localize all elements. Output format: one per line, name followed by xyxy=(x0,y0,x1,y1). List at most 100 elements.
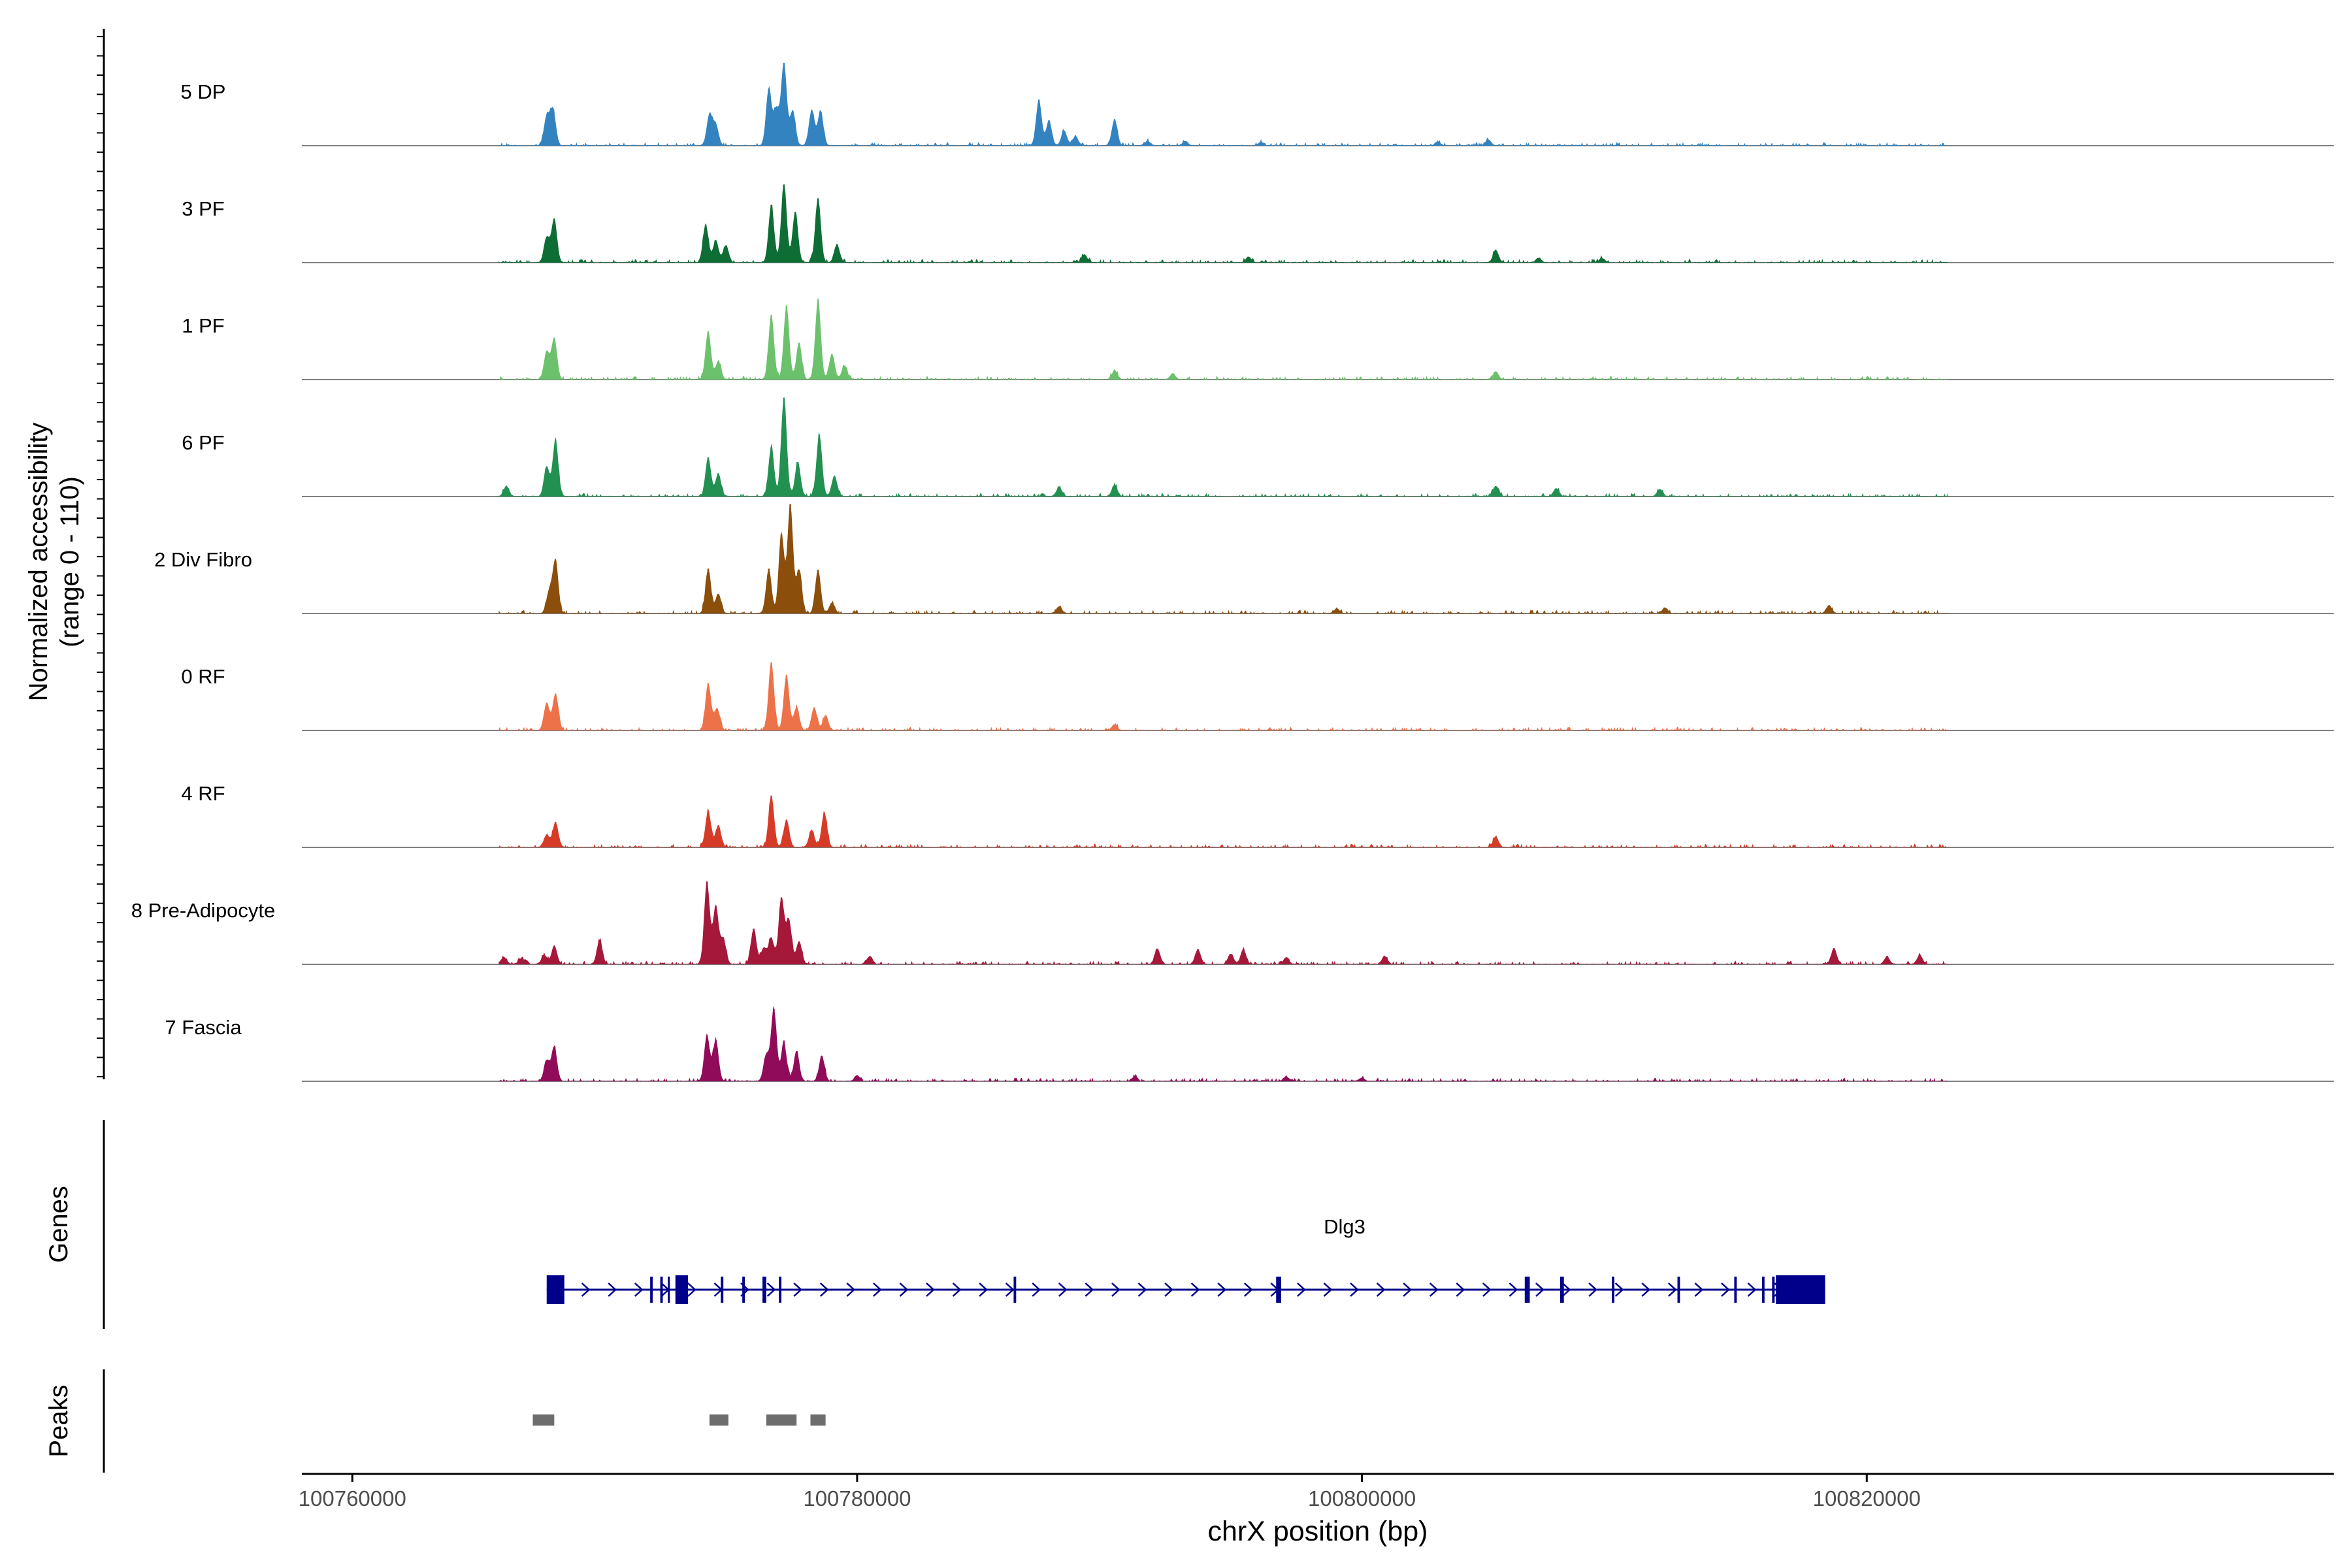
strand-arrow-icon xyxy=(1243,1282,1253,1297)
strand-arrow-icon xyxy=(1588,1282,1597,1297)
gene-exon xyxy=(779,1277,782,1303)
gene-name-label: Dlg3 xyxy=(1324,1215,1365,1238)
track-label: 1 PF xyxy=(182,314,224,337)
strand-arrow-icon xyxy=(687,1282,696,1297)
y-axis-title-line-1: Normalized accessibility xyxy=(24,423,53,702)
strand-arrow-icon xyxy=(872,1282,882,1297)
strand-arrow-icon xyxy=(1111,1282,1120,1297)
track-4-rf: 4 RF xyxy=(181,782,2334,848)
gene-exon xyxy=(1776,1275,1825,1304)
strand-arrow-icon xyxy=(952,1282,962,1297)
strand-arrow-icon xyxy=(846,1282,856,1297)
strand-arrow-icon xyxy=(1561,1282,1571,1297)
strand-arrow-icon xyxy=(1535,1282,1544,1297)
track-3-pf: 3 PF xyxy=(182,184,2334,263)
peak-region xyxy=(766,1414,797,1426)
gene-exon xyxy=(1612,1277,1614,1303)
gene-exon xyxy=(1677,1277,1680,1303)
gene-exon xyxy=(1276,1277,1281,1303)
accessibility-y-axis xyxy=(97,29,105,1079)
accessibility-tracks: 5 DP 3 PF 1 PF 6 PF 2 Div Fibro 0 RF 4 RF 8 Pre… xyxy=(131,62,2334,1082)
strand-arrow-icon xyxy=(1694,1282,1704,1297)
strand-arrow-icon xyxy=(1032,1282,1041,1297)
gene-exon xyxy=(1560,1277,1564,1303)
track-label: 6 PF xyxy=(182,431,224,454)
strand-arrow-icon xyxy=(1509,1282,1518,1297)
peaks-panel-title: Peaks xyxy=(44,1384,73,1457)
strand-arrow-icon xyxy=(608,1282,617,1297)
strand-arrow-icon xyxy=(1721,1282,1730,1297)
strand-arrow-icon xyxy=(1217,1282,1227,1297)
accessibility-area xyxy=(498,795,1948,847)
gene-exon xyxy=(762,1277,766,1303)
track-label: 8 Pre-Adipocyte xyxy=(131,899,276,922)
strand-arrow-icon xyxy=(1667,1282,1677,1297)
gene-exon xyxy=(1772,1277,1775,1303)
accessibility-area xyxy=(498,504,1948,613)
strand-arrow-icon xyxy=(1747,1282,1757,1297)
strand-arrow-icon xyxy=(1403,1282,1413,1297)
strand-arrow-icon xyxy=(1482,1282,1492,1297)
x-tick-label: 100820000 xyxy=(1813,1486,1921,1511)
gene-exon xyxy=(668,1277,670,1303)
strand-arrow-icon xyxy=(1323,1282,1333,1297)
strand-arrow-icon xyxy=(581,1282,591,1297)
peak-region xyxy=(709,1414,728,1426)
x-tick-label: 100800000 xyxy=(1308,1486,1416,1511)
strand-arrow-icon xyxy=(1456,1282,1465,1297)
accessibility-area xyxy=(498,399,1948,497)
accessibility-area xyxy=(498,662,1948,730)
track-label: 0 RF xyxy=(181,665,225,688)
x-tick-label: 100760000 xyxy=(299,1486,406,1511)
track-label: 5 DP xyxy=(181,80,226,103)
track-label: 7 Fascia xyxy=(165,1016,242,1039)
peak-region xyxy=(532,1414,555,1426)
strand-arrow-icon xyxy=(1137,1282,1147,1297)
y-axis-title-line-2: (range 0 - 110) xyxy=(56,476,84,647)
x-axis-title: chrX position (bp) xyxy=(1208,1516,1428,1547)
x-axis-ticks: 100760000 100780000 100800000 100820000 xyxy=(299,1474,1921,1511)
accessibility-y-ticks xyxy=(97,36,104,1077)
gene-exon xyxy=(1013,1277,1017,1303)
strand-arrow-icon xyxy=(793,1282,803,1297)
accessibility-area xyxy=(498,297,1948,380)
track-label: 4 RF xyxy=(181,782,225,805)
strand-arrow-icon xyxy=(819,1282,829,1297)
track-8-pre-adipocyte: 8 Pre-Adipocyte xyxy=(131,881,2334,965)
strand-arrow-icon xyxy=(1350,1282,1359,1297)
gene-exon xyxy=(742,1277,745,1303)
track-0-rf: 0 RF xyxy=(181,662,2334,731)
track-6-pf: 6 PF xyxy=(182,397,2334,497)
strand-arrow-icon xyxy=(926,1282,935,1297)
strand-arrow-icon xyxy=(1164,1282,1173,1297)
track-label: 3 PF xyxy=(182,197,224,220)
x-tick-label: 100780000 xyxy=(803,1486,911,1511)
strand-arrow-icon xyxy=(899,1282,909,1297)
gene-exon xyxy=(1734,1277,1737,1303)
strand-arrow-icon xyxy=(1641,1282,1651,1297)
genes-panel-title: Genes xyxy=(44,1186,73,1263)
strand-arrow-icon xyxy=(634,1282,644,1297)
track-7-fascia: 7 Fascia xyxy=(165,1005,2334,1082)
gene-model-dlg3 xyxy=(546,1275,1825,1304)
gene-exon xyxy=(675,1275,689,1304)
strand-arrow-icon xyxy=(1005,1282,1015,1297)
peak-regions xyxy=(532,1414,826,1426)
gene-exon xyxy=(1761,1277,1765,1303)
strand-arrow-icon xyxy=(979,1282,988,1297)
track-label: 2 Div Fibro xyxy=(154,548,252,571)
strand-arrow-icon xyxy=(1376,1282,1386,1297)
strand-arrow-icon xyxy=(1058,1282,1068,1297)
strand-arrow-icon xyxy=(1190,1282,1200,1297)
gene-exon xyxy=(546,1275,564,1304)
gene-exon xyxy=(660,1277,663,1303)
strand-arrow-icon xyxy=(1297,1282,1306,1297)
strand-arrow-icon xyxy=(766,1282,776,1297)
gene-exon xyxy=(721,1277,724,1303)
track-5-dp: 5 DP xyxy=(181,62,2334,146)
gene-exon xyxy=(1524,1277,1530,1303)
strand-arrow-icon xyxy=(1614,1282,1624,1297)
track-1-pf: 1 PF xyxy=(182,297,2334,380)
strand-arrow-icon xyxy=(1085,1282,1094,1297)
